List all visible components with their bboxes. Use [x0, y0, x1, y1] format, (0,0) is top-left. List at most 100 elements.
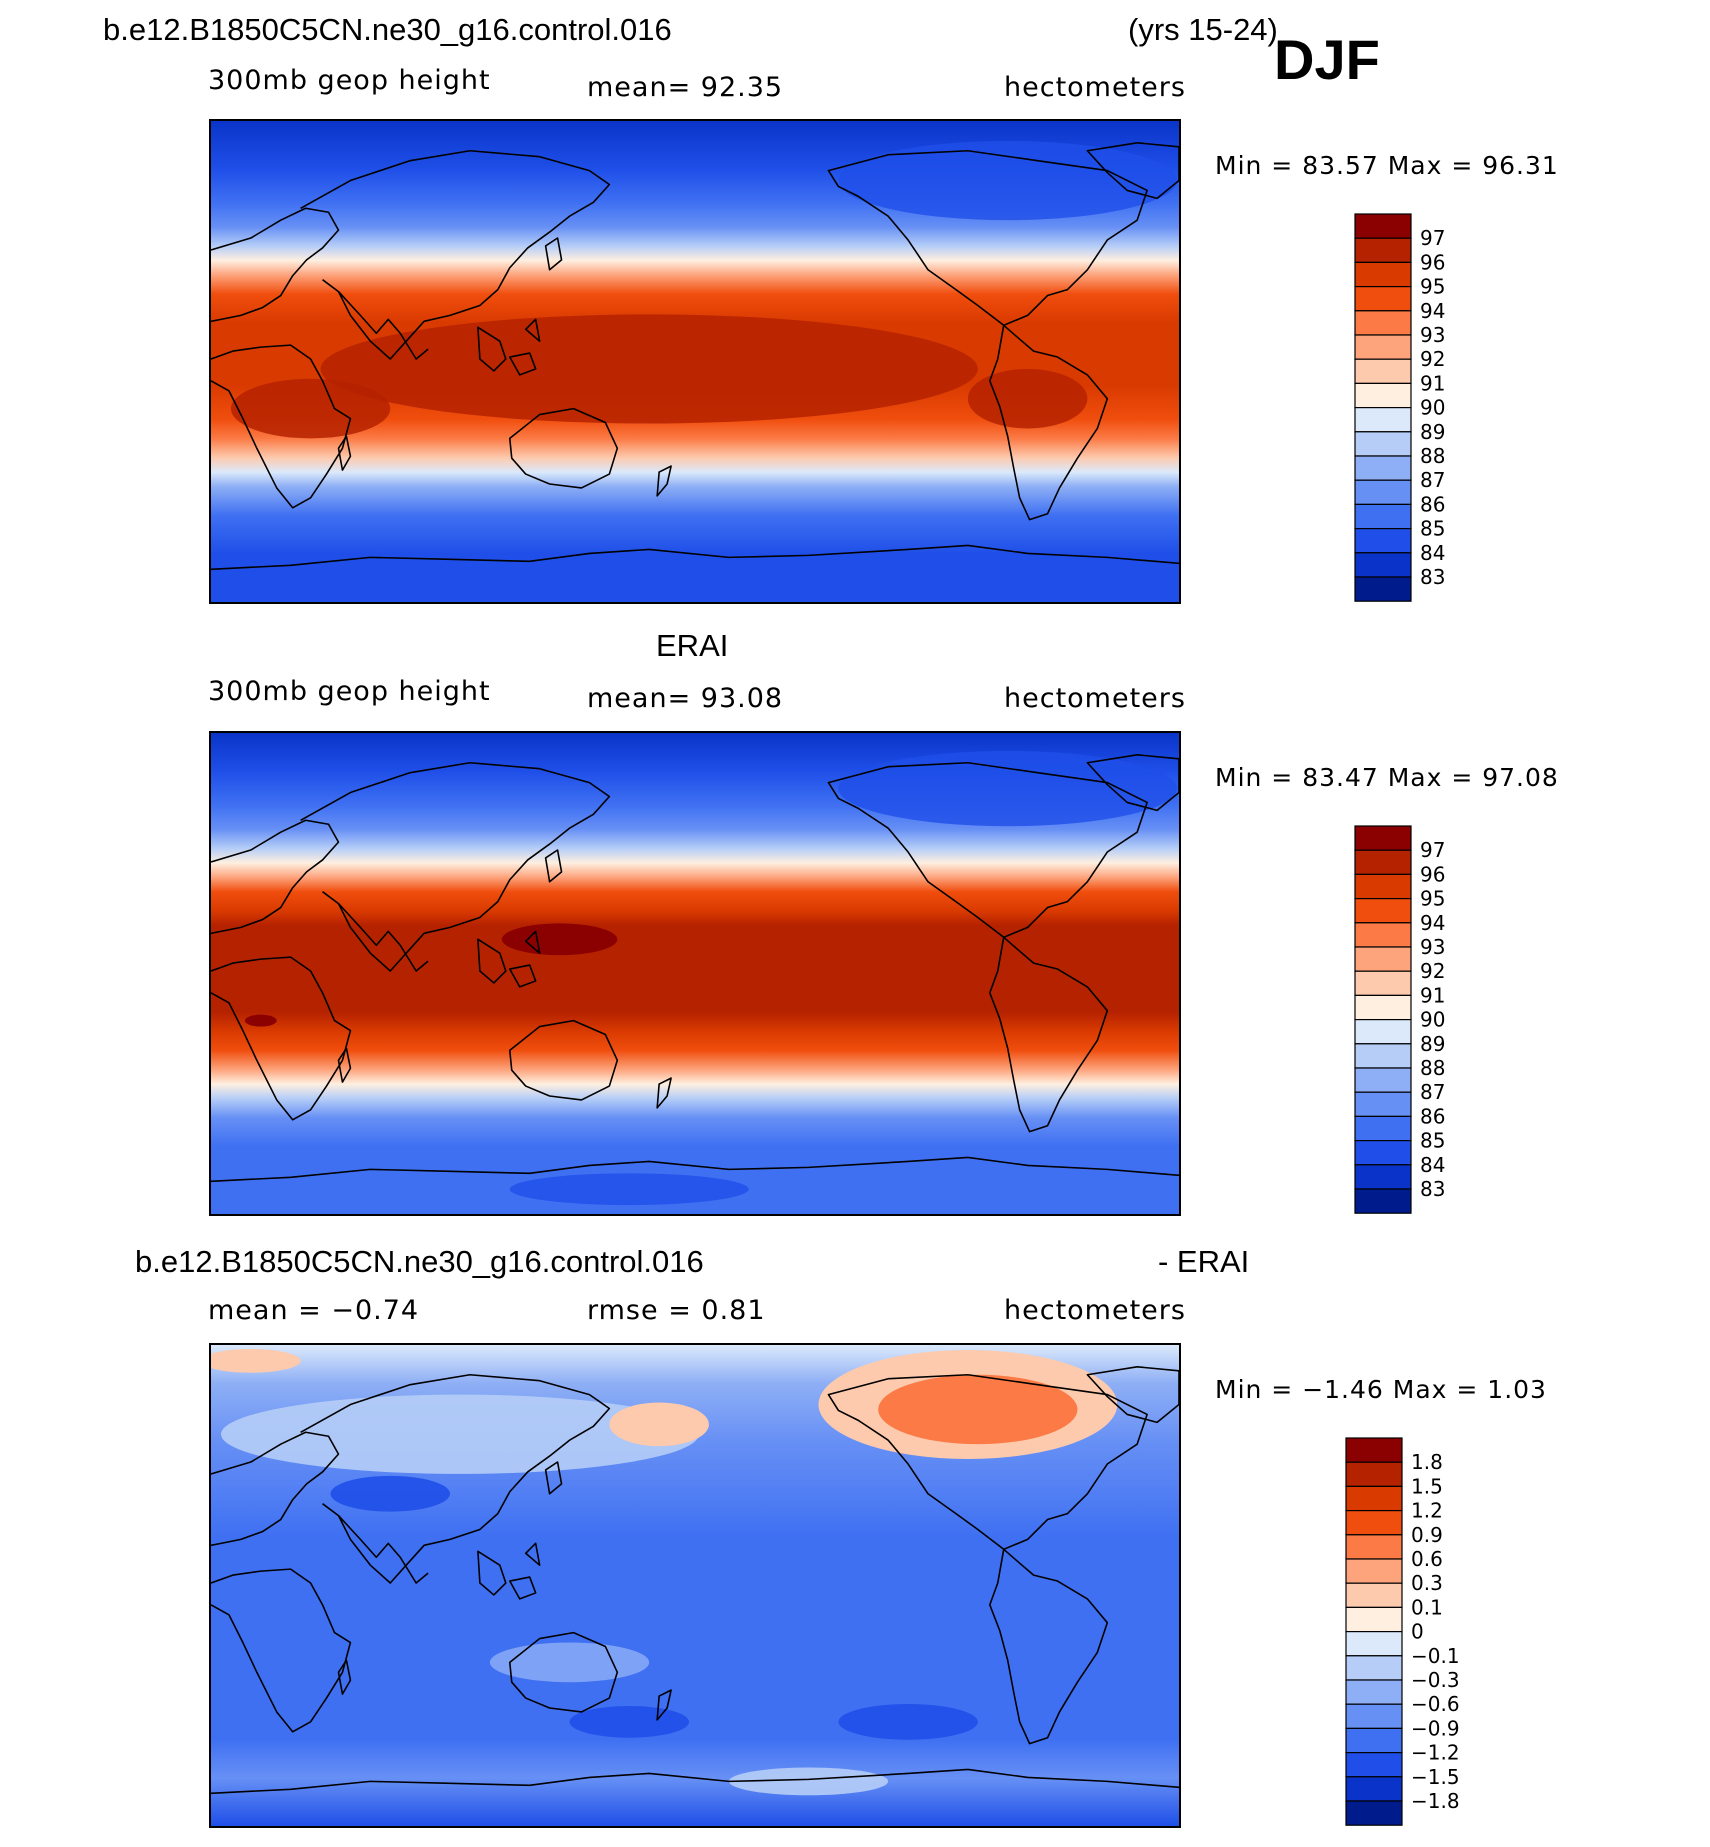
colorbar-label: 86 — [1420, 1104, 1445, 1128]
colorbar-swatch — [1354, 825, 1412, 851]
colorbar-label: 83 — [1420, 1177, 1445, 1201]
colorbar-label: 1.5 — [1411, 1474, 1443, 1498]
panel2-map — [209, 731, 1181, 1216]
colorbar-swatch — [1345, 1727, 1403, 1754]
colorbar-swatch — [1345, 1485, 1403, 1512]
panel3-rmse: rmse = 0.81 — [587, 1295, 766, 1326]
colorbar-swatch — [1354, 334, 1412, 360]
colorbar-label: 1.8 — [1411, 1450, 1443, 1474]
colorbar-swatch — [1345, 1509, 1403, 1536]
colorbar-swatch — [1354, 1067, 1412, 1093]
colorbar-label: 0.9 — [1411, 1523, 1443, 1547]
panel1-minmax: Min = 83.57 Max = 96.31 — [1215, 151, 1559, 180]
colorbar-label: 96 — [1420, 250, 1445, 274]
colorbar-label: 97 — [1420, 226, 1445, 250]
panel3-title-left: b.e12.B1850C5CN.ne30_g16.control.016 — [135, 1244, 704, 1279]
colorbar-swatch — [1354, 1164, 1412, 1190]
colorbar-swatch — [1354, 455, 1412, 481]
colorbar-label: 83 — [1420, 565, 1445, 589]
colorbar-label: 88 — [1420, 444, 1445, 468]
colorbar-label: 93 — [1420, 323, 1445, 347]
years-label: (yrs 15-24) — [1128, 12, 1278, 47]
colorbar-swatch — [1345, 1679, 1403, 1705]
colorbar-swatch — [1354, 310, 1412, 336]
colorbar-label: 89 — [1420, 420, 1445, 444]
panel3-units: hectometers — [1004, 1295, 1186, 1326]
panel2-variable: 300mb geop height — [208, 676, 491, 707]
colorbar-swatch — [1354, 213, 1412, 239]
colorbar-swatch — [1354, 1043, 1412, 1069]
colorbar-swatch — [1354, 576, 1412, 602]
colorbar-label: 91 — [1420, 983, 1445, 1007]
panel1-colorbar: 97 96 95 94 93 92 91 90 89 88 87 86 85 84 83 — [1354, 213, 1484, 604]
panel2-title: ERAI — [656, 628, 729, 663]
colorbar-label: 96 — [1420, 862, 1445, 886]
colorbar-swatch — [1354, 849, 1412, 876]
colorbar-swatch — [1354, 946, 1412, 972]
panel3-minmax: Min = −1.46 Max = 1.03 — [1215, 1375, 1547, 1404]
colorbar-label: 92 — [1420, 959, 1445, 983]
colorbar-label: 94 — [1420, 299, 1445, 323]
case-title: b.e12.B1850C5CN.ne30_g16.control.016 — [103, 12, 672, 47]
panel3-map — [209, 1343, 1181, 1828]
panel3-mean: mean = −0.74 — [208, 1295, 420, 1326]
colorbar-label: 92 — [1420, 347, 1445, 371]
colorbar-label: 90 — [1420, 396, 1445, 420]
colorbar-label: −1.8 — [1411, 1789, 1460, 1813]
colorbar-swatch — [1354, 528, 1412, 554]
colorbar-swatch — [1345, 1631, 1403, 1657]
colorbar-label: 90 — [1420, 1008, 1445, 1032]
colorbar-swatch — [1354, 382, 1412, 409]
colorbar-swatch — [1354, 994, 1412, 1021]
colorbar-swatch — [1354, 431, 1412, 457]
colorbar-swatch — [1354, 237, 1412, 264]
colorbar-swatch — [1354, 1019, 1412, 1045]
season-label: DJF — [1274, 28, 1380, 91]
colorbar-label: 89 — [1420, 1032, 1445, 1056]
panel2-minmax: Min = 83.47 Max = 97.08 — [1215, 763, 1559, 792]
colorbar-label: 91 — [1420, 371, 1445, 395]
colorbar-swatch — [1345, 1800, 1403, 1826]
panel2-colorbar: 97 96 95 94 93 92 91 90 89 88 87 86 85 84 83 — [1354, 825, 1484, 1216]
colorbar-swatch — [1345, 1752, 1403, 1778]
panel1-variable: 300mb geop height — [208, 65, 491, 96]
colorbar-label: 86 — [1420, 492, 1445, 516]
colorbar-swatch — [1345, 1582, 1403, 1608]
colorbar-swatch — [1354, 503, 1412, 530]
panel3-colorbar: 1.8 1.5 1.2 0.9 0.6 0.3 0.1 0 −0.1 −0.3 −0.6 −0.9 −1… — [1345, 1437, 1475, 1828]
colorbar-swatch — [1345, 1655, 1403, 1681]
colorbar-label: −0.9 — [1411, 1716, 1460, 1740]
colorbar-swatch — [1354, 1188, 1412, 1214]
colorbar-label: 97 — [1420, 838, 1445, 862]
colorbar-label: 84 — [1420, 541, 1445, 565]
colorbar-swatch — [1345, 1558, 1403, 1584]
colorbar-label: 0.6 — [1411, 1547, 1443, 1571]
colorbar-swatch — [1354, 552, 1412, 578]
colorbar-label: 84 — [1420, 1153, 1445, 1177]
colorbar-swatch — [1354, 1140, 1412, 1166]
colorbar-swatch — [1354, 970, 1412, 996]
colorbar-label: 87 — [1420, 468, 1445, 492]
colorbar-label: 85 — [1420, 1129, 1445, 1153]
colorbar-swatch — [1354, 897, 1412, 924]
colorbar-label: −0.1 — [1411, 1644, 1460, 1668]
colorbar-label: 94 — [1420, 911, 1445, 935]
panel1-units: hectometers — [1004, 72, 1186, 103]
colorbar-swatch — [1354, 285, 1412, 312]
colorbar-swatch — [1345, 1606, 1403, 1633]
colorbar-swatch — [1354, 261, 1412, 288]
colorbar-swatch — [1354, 1091, 1412, 1118]
panel3-title-right: - ERAI — [1158, 1244, 1250, 1279]
colorbar-label: −0.6 — [1411, 1692, 1460, 1716]
coastlines — [211, 142, 1179, 571]
colorbar-swatch — [1354, 358, 1412, 384]
colorbar-swatch — [1345, 1534, 1403, 1560]
colorbar-label: −1.5 — [1411, 1765, 1460, 1789]
colorbar-label: 0.1 — [1411, 1595, 1443, 1619]
colorbar-swatch — [1345, 1703, 1403, 1730]
panel2-mean: mean= 93.08 — [587, 683, 784, 714]
colorbar-swatch — [1345, 1461, 1403, 1488]
colorbar-label: 95 — [1420, 887, 1445, 911]
colorbar-label: 88 — [1420, 1056, 1445, 1080]
coastlines — [211, 1366, 1179, 1795]
